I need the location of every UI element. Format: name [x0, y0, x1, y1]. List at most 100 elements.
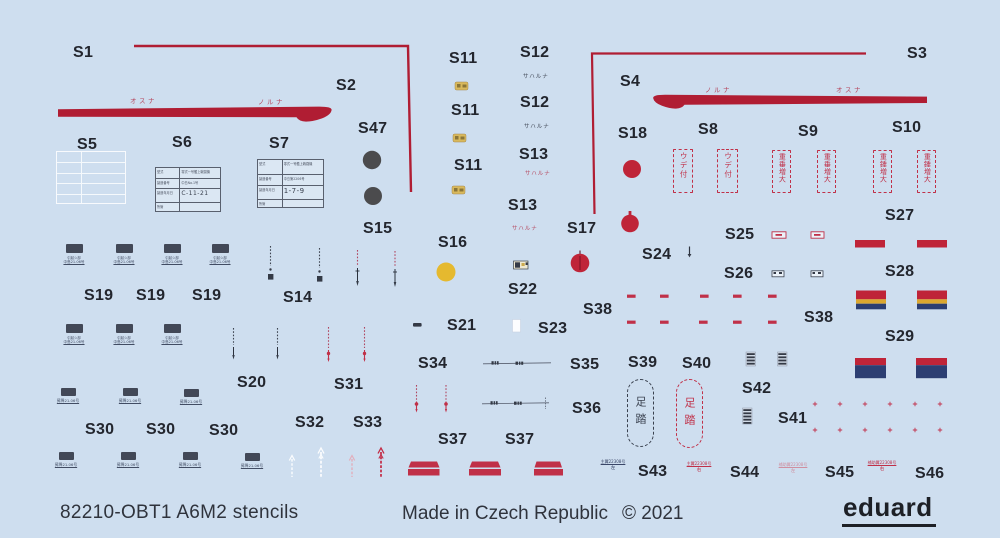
s33-arrow-pink	[348, 454, 356, 477]
eduard-logo: eduard	[842, 492, 936, 527]
stencil-text: 昇降21.06号	[240, 462, 264, 468]
s7-data-plate: 型式 零式一号艦上戦闘機 製造番号 中島第2206号 製造年月日 1-7-9 所管	[257, 159, 324, 208]
s44-tag: 主翼22308号 右	[681, 461, 717, 473]
stencil-text: 引起シ部	[117, 255, 131, 260]
label-s4-15: S4	[620, 73, 641, 90]
table-cell	[283, 200, 323, 207]
s42-stencil	[777, 351, 788, 367]
s29-flag	[855, 358, 886, 379]
stencil-text: 昇降21.06号	[179, 398, 203, 404]
table-cell: 製造年月日	[258, 186, 283, 199]
s16-disc	[436, 262, 456, 282]
s11-mark	[452, 133, 467, 143]
label-s13-13: S13	[508, 197, 538, 214]
label-s19-35: S19	[136, 287, 166, 304]
label-s9-18: S9	[798, 123, 819, 140]
s42-stencil	[742, 407, 753, 425]
label-s34-44: S34	[418, 355, 448, 372]
stencil-text: 引起シ部	[67, 335, 81, 340]
stencil-s30: 昇降21.06号	[50, 388, 86, 404]
stencil-patch	[58, 452, 74, 460]
label-s23-32: S23	[538, 320, 568, 337]
label-s11-7: S11	[449, 50, 478, 67]
label-s29-25: S29	[885, 328, 915, 345]
label-s25-21: S25	[725, 226, 755, 243]
stencil-text: 昇降21.06号	[116, 461, 140, 467]
stencil-text: 中島21.06号	[63, 259, 85, 264]
label-s14-33: S14	[283, 289, 313, 306]
stencil-s19: 引起シ部 中島21.06号	[54, 324, 94, 345]
s39-pill-text: 足踏	[634, 396, 647, 430]
stencil-s30: 昇降21.06号	[112, 388, 148, 404]
s4-text-osuna: オスナ	[836, 86, 863, 94]
s12-text-sawaruna: サハルナ	[524, 124, 550, 130]
stencil-text: 引起シ部	[213, 255, 227, 260]
stencil-patch	[60, 388, 76, 396]
s35-stencil	[482, 361, 552, 365]
label-s40-50: S40	[682, 355, 712, 372]
table-cell: 零式一号艦上戦闘機	[283, 161, 313, 166]
s32-arrow-white	[288, 454, 296, 477]
label-s39-49: S39	[628, 354, 658, 371]
stencil-s30: 昇降21.06号	[110, 452, 146, 468]
label-s6-4: S6	[172, 134, 193, 151]
s5-data-plate	[56, 151, 126, 204]
stencil-s19: 引起シ部 中島21.06号	[104, 324, 144, 345]
stencil-text: 中島21.06号	[209, 259, 231, 264]
product-code: 82210-OBT1 A6M2 stencils	[60, 502, 299, 523]
table-cell: 零式一号艦上戦闘機	[181, 169, 210, 174]
s28-flag	[917, 290, 947, 310]
label-s18-16: S18	[618, 125, 648, 142]
label-s38-27: S38	[804, 309, 834, 326]
label-s26-23: S26	[724, 265, 754, 282]
s37-bars	[408, 461, 563, 476]
pin-stencil-red	[362, 327, 367, 362]
label-s43-53: S43	[638, 463, 668, 480]
s9-box-text: 重垂増大	[823, 153, 832, 183]
label-s24-22: S24	[642, 246, 672, 263]
s8-box-text: ウデ付	[723, 152, 733, 179]
s40-pill-text: 足踏	[683, 396, 696, 431]
pin-stencil	[355, 250, 360, 286]
label-s20-37: S20	[237, 374, 267, 391]
table-cell: 製造番号	[156, 179, 181, 188]
label-s13-12: S13	[519, 146, 549, 163]
label-s2-1: S2	[336, 77, 357, 94]
stencil-text: 昇降21.06号	[54, 461, 78, 467]
pin-stencil	[317, 248, 323, 282]
label-s16-28: S16	[438, 234, 468, 251]
s8-box-text: ウデ付	[679, 152, 689, 179]
stencil-text: 昇降21.06号	[118, 397, 142, 403]
s34-pin	[414, 385, 419, 413]
label-s22-30: S22	[508, 281, 538, 298]
label-s45-55: S45	[825, 464, 855, 481]
table-cell: 型式	[156, 168, 181, 178]
label-s17-29: S17	[567, 220, 597, 237]
stencil-text: 引起シ部	[165, 335, 179, 340]
table-cell	[180, 203, 220, 211]
tag-line: 左	[610, 466, 616, 471]
s10-box-text: 重錘増大	[923, 153, 932, 183]
table-cell: 製造年月日	[156, 189, 181, 202]
label-s42-51: S42	[742, 380, 772, 397]
label-s3-14: S3	[907, 45, 928, 62]
label-s33-40: S33	[353, 414, 383, 431]
s43-tag: 主翼22308号 左	[595, 459, 631, 471]
label-s36-46: S36	[572, 400, 602, 417]
label-s11-9: S11	[454, 157, 483, 174]
stencil-patch	[122, 388, 138, 396]
s6-data-plate: 型式 零式一号艦上戦闘機 製造番号 中島No.1号 製造年月日 C-11-21 所管	[155, 167, 221, 212]
label-s46-56: S46	[915, 465, 945, 482]
stencil-s30: 昇降21.06号	[234, 453, 270, 469]
s42-stencil	[745, 351, 756, 367]
s33-arrow-red	[377, 446, 385, 478]
s18-disc-stem	[628, 211, 632, 216]
stencil-s19: 引起シ部 中島21.06号	[104, 244, 144, 265]
s10-box-text: 重錘増大	[879, 153, 888, 183]
label-s12-10: S12	[520, 44, 550, 61]
s8-box: ウデ付	[673, 149, 693, 193]
table-cell: 型式	[258, 160, 283, 174]
label-s12-11: S12	[520, 94, 550, 111]
label-s35-45: S35	[570, 356, 600, 373]
